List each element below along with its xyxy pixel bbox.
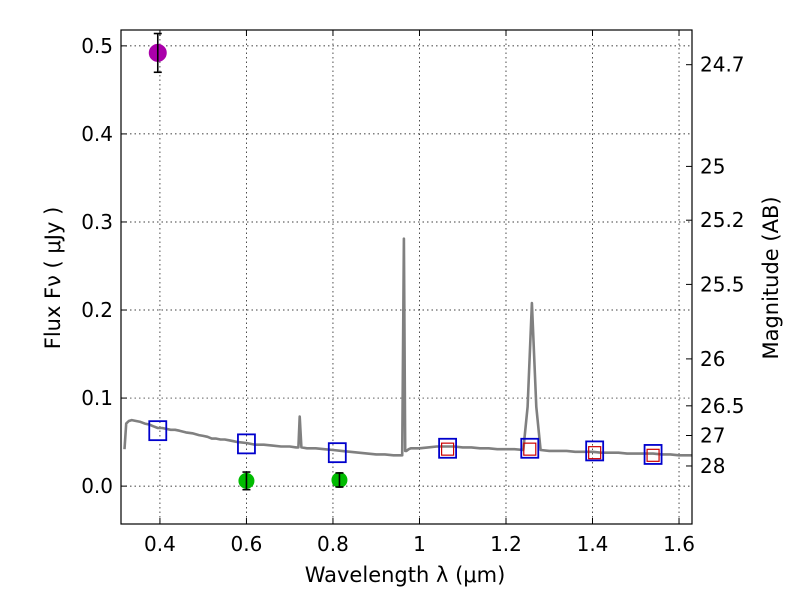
right-tick-label: 28 (700, 454, 725, 478)
model-photometry-point (585, 440, 605, 462)
x-axis-label: Wavelength λ (μm) (305, 563, 506, 587)
x-tick-label: 0.4 (144, 532, 176, 556)
nir-observation-point (646, 448, 660, 462)
right-tick-label: 26 (700, 347, 725, 371)
y-tick-label: 0.1 (81, 386, 113, 410)
grid-lines (121, 30, 692, 524)
x-tick-label: 0.6 (231, 532, 263, 556)
plot-frame (120, 29, 693, 525)
y-tick-label: 0.2 (81, 298, 113, 322)
plot-area (123, 32, 692, 491)
y-tick-label: 0.0 (81, 474, 113, 498)
right-tick-label: 24.7 (700, 53, 745, 77)
right-tick-label: 25.2 (700, 208, 745, 232)
series-group (123, 32, 692, 491)
x-tick-label: 1.6 (663, 532, 695, 556)
model-photometry-point (237, 433, 256, 455)
model-photometry-point (148, 420, 168, 442)
x-tick-label: 1.2 (490, 532, 522, 556)
nir-observation-point (440, 442, 455, 456)
axis-ticks: 0.4 0.6 0.8 1 1.2 1.4 1.6 0.0 0.1 0.2 0.3 0.4 0.5 24.… (81, 30, 745, 556)
y-axis-label: Flux Fν ( μJy ) (41, 207, 65, 350)
nir-observation-point (588, 446, 602, 460)
y-tick-label: 0.4 (81, 122, 113, 146)
y-tick-label: 0.3 (81, 210, 113, 234)
right-tick-label: 26.5 (700, 394, 745, 418)
model-photometry-point (520, 437, 540, 459)
x-tick-label: 1 (413, 532, 426, 556)
nir-observation-point (523, 442, 537, 456)
right-axis-label: Magnitude (AB) (759, 196, 783, 359)
right-tick-label: 25 (700, 154, 725, 178)
right-tick-label: 27 (700, 424, 725, 448)
model-photometry-point (643, 444, 663, 465)
x-tick-label: 1.4 (577, 532, 609, 556)
model-spectrum-line (123, 237, 692, 457)
model-photometry-point (438, 437, 457, 459)
model-photometry-point (327, 442, 347, 464)
y-tick-label: 0.5 (81, 34, 113, 58)
x-tick-label: 0.8 (317, 532, 349, 556)
right-tick-label: 25.5 (700, 272, 745, 296)
